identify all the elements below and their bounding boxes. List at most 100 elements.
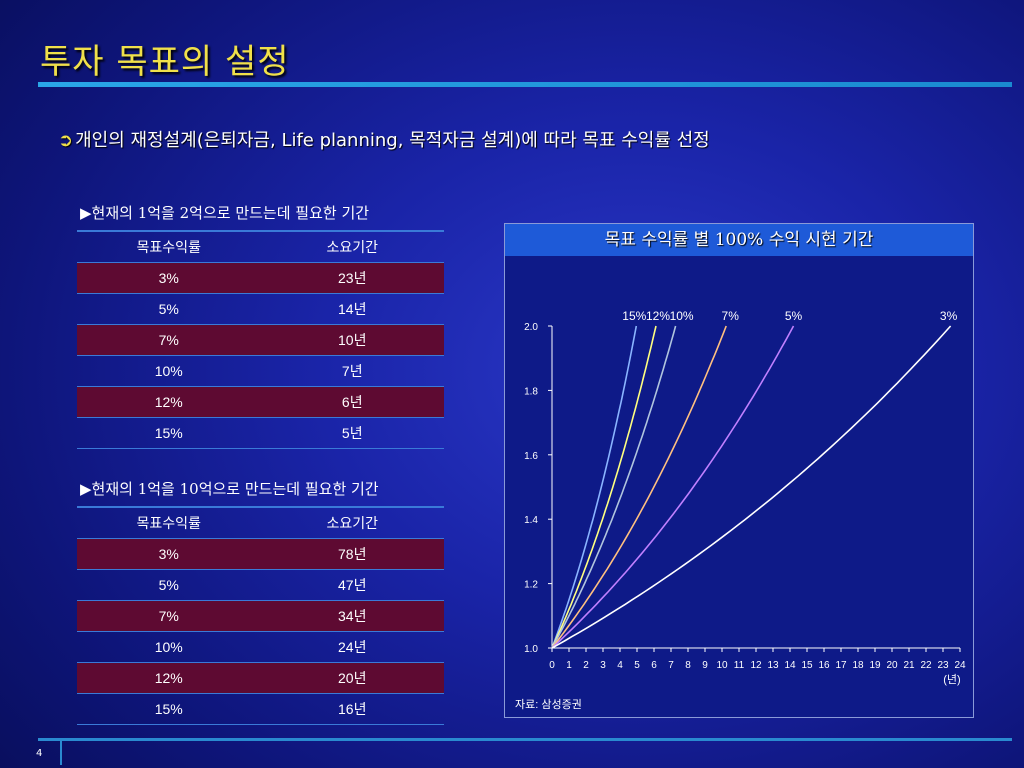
cell-period: 23년	[260, 262, 444, 294]
x-tick-label: 13	[767, 660, 779, 671]
x-tick-label: 10	[716, 660, 728, 671]
cell-rate: 3%	[77, 538, 261, 570]
y-tick-label: 1.0	[524, 644, 538, 655]
bullet-text: 개인의 재정설계(은퇴자금, Life planning, 목적자금 설계)에 …	[75, 130, 710, 151]
cell-rate: 15%	[77, 693, 261, 725]
x-tick-label: 9	[702, 660, 708, 671]
series-line-3pct	[551, 325, 952, 649]
table-row: 3% 78년	[77, 538, 444, 570]
cell-period: 34년	[260, 600, 444, 632]
footer-divider	[38, 738, 1012, 741]
header-cell: 소요기간	[260, 230, 444, 263]
y-tick-label: 2.0	[524, 322, 538, 333]
title-divider	[38, 82, 1012, 87]
table2: 목표수익률 소요기간 3% 78년 5% 47년 7% 34년 10% 24년 12% 2…	[77, 506, 444, 725]
x-tick-label: 24	[954, 660, 966, 671]
header-cell: 소요기간	[260, 506, 444, 539]
x-tick-label: 14	[784, 660, 796, 671]
series-label: 3%	[940, 309, 958, 323]
arrow-bullet-icon: ➲	[58, 130, 74, 151]
x-tick-label: 23	[937, 660, 949, 671]
cell-rate: 10%	[77, 355, 261, 387]
x-tick-label: 2	[583, 660, 589, 671]
table-row: 7% 34년	[77, 600, 444, 632]
cell-period: 5년	[260, 417, 444, 449]
cell-period: 20년	[260, 662, 444, 694]
chart-title: 목표 수익률 별 100% 수익 시현 기간	[505, 224, 973, 256]
table-row: 7% 10년	[77, 324, 444, 356]
x-tick-label: 17	[835, 660, 847, 671]
x-tick-label: 11	[734, 660, 745, 671]
y-tick-label: 1.4	[524, 515, 538, 526]
cell-rate: 12%	[77, 386, 261, 418]
cell-rate: 5%	[77, 293, 261, 325]
y-tick-label: 1.8	[524, 386, 538, 397]
bullet-point: ➲ 개인의 재정설계(은퇴자금, Life planning, 목적자금 설계)에…	[58, 126, 710, 152]
series-label: 10%	[670, 309, 694, 323]
table-row: 12% 20년	[77, 662, 444, 694]
series-line-5pct	[551, 325, 795, 649]
x-tick-label: 18	[852, 660, 864, 671]
x-axis-label: (년)	[943, 673, 960, 686]
header-cell: 목표수익률	[77, 506, 261, 539]
cell-rate: 15%	[77, 417, 261, 449]
table1: 목표수익률 소요기간 3% 23년 5% 14년 7% 10년 10% 7년 12% 6년…	[77, 230, 444, 449]
x-tick-label: 12	[750, 660, 762, 671]
x-tick-label: 4	[617, 660, 623, 671]
series-line-10pct	[551, 325, 677, 649]
cell-period: 16년	[260, 693, 444, 725]
series-label: 5%	[785, 309, 803, 323]
x-tick-label: 15	[801, 660, 813, 671]
table-header-row: 목표수익률 소요기간	[77, 506, 444, 539]
x-tick-label: 21	[903, 660, 915, 671]
header-cell: 목표수익률	[77, 230, 261, 263]
x-tick-label: 16	[818, 660, 830, 671]
table-header-row: 목표수익률 소요기간	[77, 230, 444, 263]
cell-period: 6년	[260, 386, 444, 418]
cell-rate: 5%	[77, 569, 261, 601]
x-tick-label: 7	[668, 660, 674, 671]
table-row: 5% 14년	[77, 293, 444, 325]
series-line-12pct	[551, 325, 657, 649]
series-label: 7%	[722, 309, 740, 323]
table-row: 5% 47년	[77, 569, 444, 601]
cell-period: 14년	[260, 293, 444, 325]
table-row: 10% 24년	[77, 631, 444, 663]
page-number: 4	[36, 748, 43, 759]
table-row: 10% 7년	[77, 355, 444, 387]
x-tick-label: 5	[634, 660, 640, 671]
y-tick-label: 1.6	[524, 451, 538, 462]
chart-panel: 목표 수익률 별 100% 수익 시현 기간 1.0 1.2 1.4 1.6 1.8 2.…	[504, 223, 974, 718]
x-tick-label: 1	[566, 660, 572, 671]
cell-period: 47년	[260, 569, 444, 601]
series-label: 15%	[622, 309, 646, 323]
table2-caption: ▶현재의 1억을 10억으로 만드는데 필요한 기간	[80, 480, 379, 498]
series-line-15pct	[551, 325, 638, 649]
line-chart: 1.01.21.41.61.82.00 1 2 3 4 5 6 7 8 9 10 11 12 13 14 15…	[515, 309, 966, 711]
x-tick-label: 0	[549, 660, 555, 671]
source-note: 자료: 삼성증권	[515, 698, 582, 711]
page-title: 투자 목표의 설정	[40, 42, 290, 82]
x-tick-label: 22	[920, 660, 932, 671]
table1-caption: ▶현재의 1억을 2억으로 만드는데 필요한 기간	[80, 204, 370, 222]
cell-period: 24년	[260, 631, 444, 663]
series-line-7pct	[551, 325, 727, 649]
cell-period: 7년	[260, 355, 444, 387]
table-row: 15% 5년	[77, 417, 444, 449]
x-tick-label: 19	[869, 660, 881, 671]
footer-vertical-divider	[60, 741, 62, 765]
table-row: 12% 6년	[77, 386, 444, 418]
cell-rate: 7%	[77, 324, 261, 356]
table-row: 3% 23년	[77, 262, 444, 294]
cell-rate: 3%	[77, 262, 261, 294]
x-tick-label: 20	[886, 660, 898, 671]
cell-period: 78년	[260, 538, 444, 570]
cell-rate: 10%	[77, 631, 261, 663]
series-label: 12%	[646, 309, 670, 323]
cell-period: 10년	[260, 324, 444, 356]
cell-rate: 12%	[77, 662, 261, 694]
x-tick-label: 3	[600, 660, 606, 671]
table-row: 15% 16년	[77, 693, 444, 725]
cell-rate: 7%	[77, 600, 261, 632]
y-tick-label: 1.2	[524, 580, 538, 591]
